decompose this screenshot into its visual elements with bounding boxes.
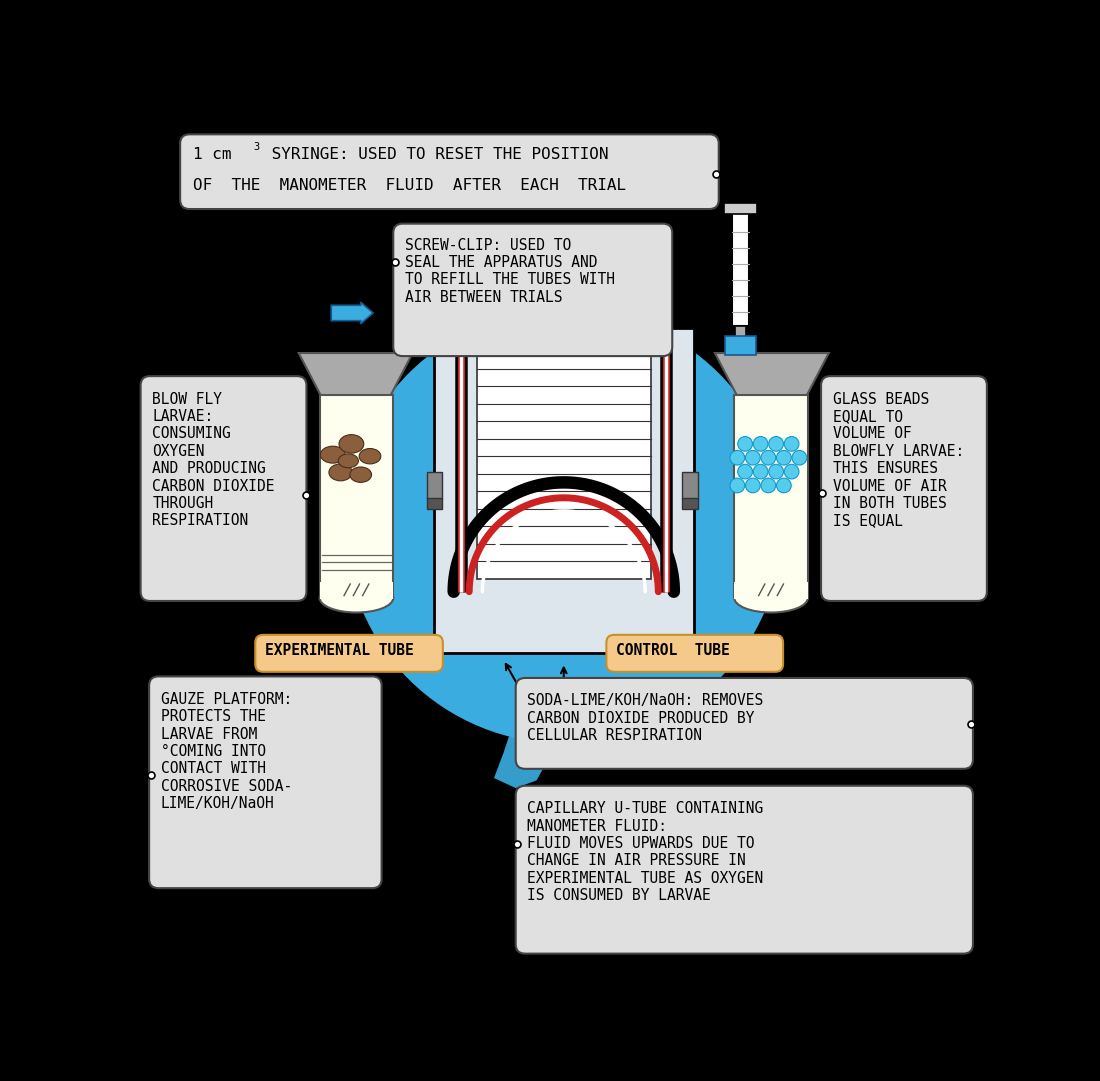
Circle shape: [738, 464, 752, 479]
Text: EXPERIMENTAL TUBE: EXPERIMENTAL TUBE: [265, 643, 414, 658]
Text: CONTROL  TUBE: CONTROL TUBE: [616, 643, 730, 658]
Bar: [427, 472, 442, 499]
Circle shape: [746, 478, 760, 493]
Bar: [724, 203, 757, 214]
FancyBboxPatch shape: [516, 786, 974, 953]
Circle shape: [792, 451, 806, 465]
FancyBboxPatch shape: [821, 376, 987, 601]
Bar: [732, 213, 749, 326]
Bar: [735, 326, 746, 338]
Ellipse shape: [320, 584, 394, 613]
Bar: [735, 583, 807, 600]
Text: BLOW FLY
LARVAE:
CONSUMING
OXYGEN
AND PRODUCING
CARBON DIOXIDE
THROUGH
RESPIRATI: BLOW FLY LARVAE: CONSUMING OXYGEN AND PR…: [152, 391, 275, 529]
Bar: [649, 303, 666, 318]
Text: SODA-LIME/KOH/NaOH: REMOVES
CARBON DIOXIDE PRODUCED BY
CELLULAR RESPIRATION: SODA-LIME/KOH/NaOH: REMOVES CARBON DIOXI…: [527, 693, 763, 743]
Text: OF  THE  MANOMETER  FLUID  AFTER  EACH  TRIAL: OF THE MANOMETER FLUID AFTER EACH TRIAL: [194, 178, 626, 193]
Text: GLASS BEADS
EQUAL TO
VOLUME OF
BLOWFLY LARVAE:
THIS ENSURES
VOLUME OF AIR
IN BOT: GLASS BEADS EQUAL TO VOLUME OF BLOWFLY L…: [833, 391, 964, 529]
Bar: [682, 472, 697, 499]
Circle shape: [784, 437, 799, 451]
Text: 3: 3: [254, 142, 260, 152]
Bar: [320, 583, 394, 600]
Text: CAPILLARY U-TUBE CONTAINING
MANOMETER FLUID:
FLUID MOVES UPWARDS DUE TO
CHANGE I: CAPILLARY U-TUBE CONTAINING MANOMETER FL…: [527, 801, 763, 903]
Ellipse shape: [338, 454, 359, 468]
FancyBboxPatch shape: [141, 376, 307, 601]
Bar: [455, 316, 478, 339]
FancyBboxPatch shape: [180, 134, 718, 209]
FancyBboxPatch shape: [255, 635, 443, 671]
Ellipse shape: [735, 584, 807, 613]
Text: GAUZE PLATFORM:
PROTECTS THE
LARVAE FROM
°COMING INTO
CONTACT WITH
CORROSIVE SOD: GAUZE PLATFORM: PROTECTS THE LARVAE FROM…: [161, 692, 292, 811]
FancyBboxPatch shape: [606, 635, 783, 671]
Bar: [433, 329, 694, 653]
Bar: [477, 351, 650, 578]
Polygon shape: [715, 353, 828, 398]
Ellipse shape: [350, 467, 372, 482]
Text: SCREW-CLIP: USED TO
SEAL THE APPARATUS AND
TO REFILL THE TUBES WITH
AIR BETWEEN : SCREW-CLIP: USED TO SEAL THE APPARATUS A…: [405, 238, 615, 305]
Bar: [735, 395, 807, 597]
Polygon shape: [299, 353, 412, 398]
FancyArrow shape: [331, 303, 373, 324]
Circle shape: [754, 437, 768, 451]
Ellipse shape: [320, 446, 345, 463]
Circle shape: [345, 309, 782, 744]
Circle shape: [769, 464, 783, 479]
Circle shape: [761, 478, 776, 493]
Ellipse shape: [339, 435, 364, 453]
Text: 1 cm: 1 cm: [194, 147, 232, 162]
FancyBboxPatch shape: [516, 678, 974, 769]
Circle shape: [777, 478, 791, 493]
Bar: [725, 336, 756, 355]
Text: SYRINGE: USED TO RESET THE POSITION: SYRINGE: USED TO RESET THE POSITION: [262, 147, 608, 162]
Circle shape: [769, 437, 783, 451]
Circle shape: [777, 451, 791, 465]
Bar: [459, 303, 475, 318]
FancyBboxPatch shape: [394, 224, 672, 356]
Circle shape: [746, 451, 760, 465]
Bar: [320, 395, 394, 597]
Circle shape: [730, 451, 745, 465]
Polygon shape: [494, 680, 611, 788]
Circle shape: [754, 464, 768, 479]
Ellipse shape: [359, 449, 381, 464]
FancyBboxPatch shape: [150, 677, 382, 889]
Bar: [682, 497, 697, 508]
Circle shape: [738, 437, 752, 451]
Circle shape: [730, 478, 745, 493]
Bar: [427, 497, 442, 508]
Ellipse shape: [329, 464, 352, 481]
Bar: [646, 316, 669, 339]
Circle shape: [784, 464, 799, 479]
Circle shape: [761, 451, 776, 465]
